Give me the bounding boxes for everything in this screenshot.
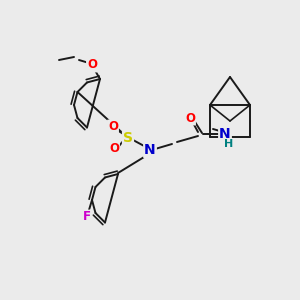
Text: N: N xyxy=(144,143,156,157)
Text: F: F xyxy=(83,211,91,224)
Text: H: H xyxy=(224,139,234,149)
Text: N: N xyxy=(219,127,231,141)
Text: O: O xyxy=(87,58,97,71)
Text: S: S xyxy=(123,131,133,145)
Text: O: O xyxy=(109,142,119,154)
Text: O: O xyxy=(108,121,118,134)
Text: O: O xyxy=(185,112,195,124)
